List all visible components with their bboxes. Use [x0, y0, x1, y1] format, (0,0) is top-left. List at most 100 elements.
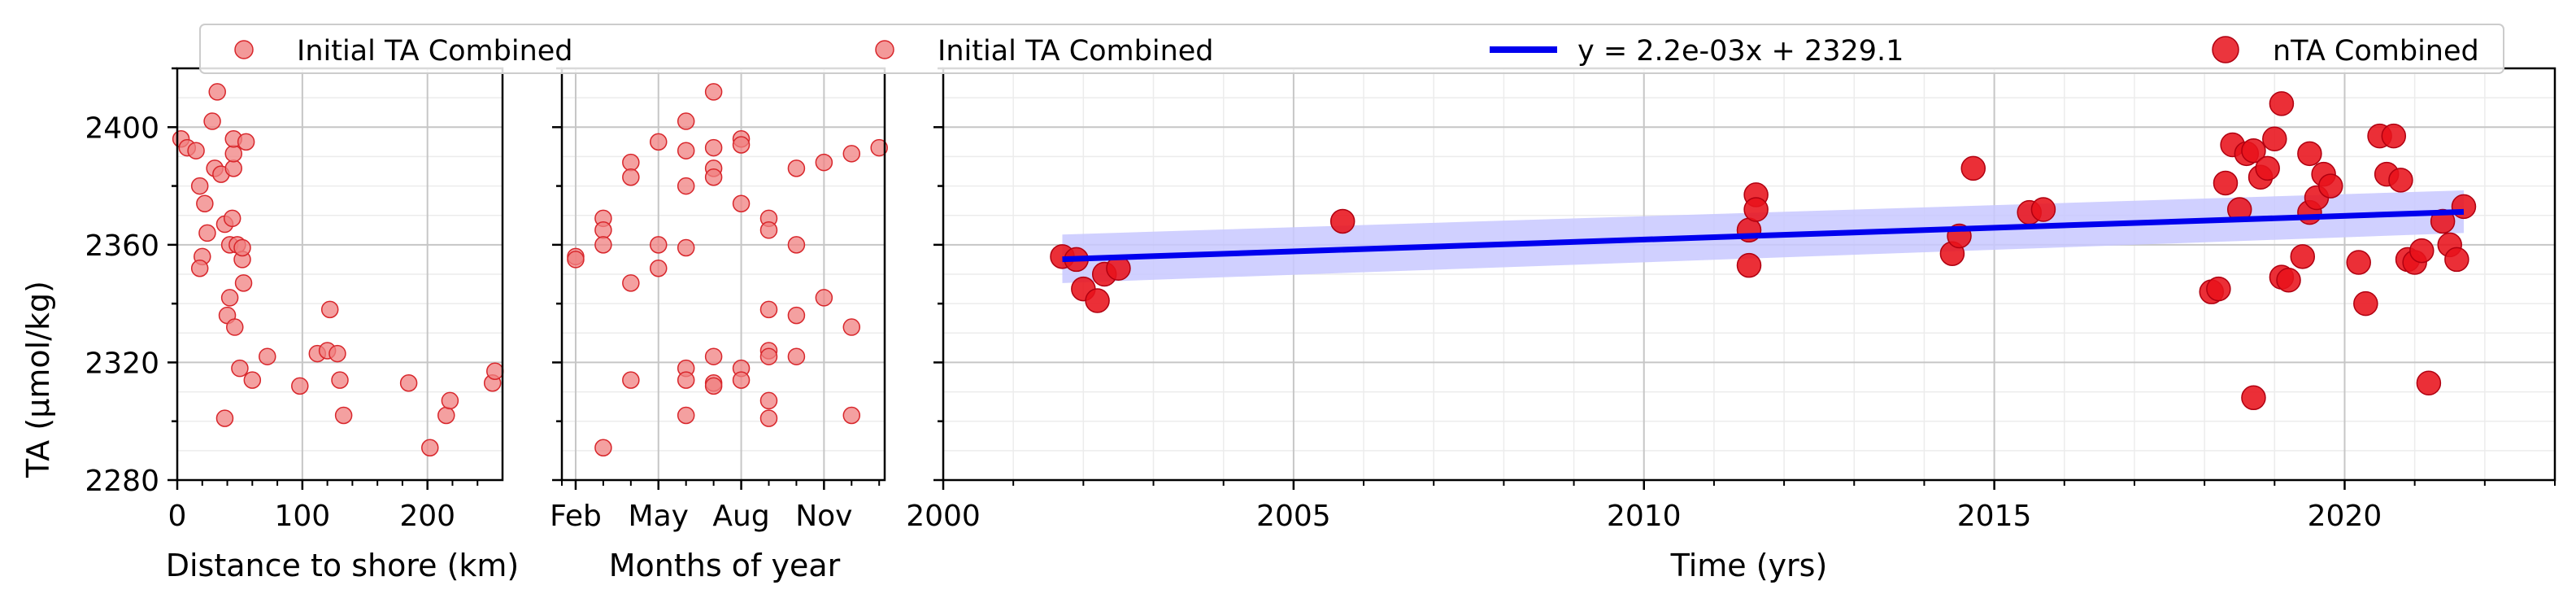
- initial-ta-point: [224, 145, 242, 163]
- initial-ta-point: [870, 138, 888, 157]
- initial-ta-point: [704, 83, 723, 101]
- x-tick-label: Aug: [712, 500, 769, 533]
- legend-label-initial-2: Initial TA Combined: [938, 35, 1214, 68]
- nta-point: [2297, 141, 2322, 167]
- initial-ta-point: [759, 221, 778, 239]
- x-tick-label: 2015: [1957, 500, 2032, 533]
- initial-ta-point: [237, 133, 255, 151]
- x-tick-label: 200: [399, 500, 455, 533]
- panel-distance: 2280 2320 2360 2400 0 100 200: [85, 67, 504, 533]
- nta-point: [2409, 238, 2435, 264]
- initial-ta-point: [486, 362, 504, 381]
- initial-ta-point: [842, 318, 861, 336]
- legend-marker-nta: [2212, 36, 2239, 63]
- initial-ta-point: [208, 83, 226, 101]
- initial-ta-point: [677, 406, 695, 425]
- initial-ta-point: [815, 153, 833, 172]
- nta-point: [2388, 168, 2413, 193]
- x-tick-label: 2010: [1607, 500, 1682, 533]
- x-tick-label: 100: [274, 500, 330, 533]
- nta-point: [1743, 197, 1769, 222]
- initial-ta-point: [704, 347, 723, 365]
- x-tick-label: 2020: [2308, 500, 2382, 533]
- x-axis-label-time: Time (yrs): [1670, 548, 1828, 583]
- x-tick-label: 2005: [1256, 500, 1331, 533]
- nta-point: [2276, 267, 2301, 293]
- initial-ta-point: [243, 371, 262, 389]
- initial-ta-point: [421, 439, 439, 456]
- nta-point: [1736, 252, 1762, 278]
- initial-ta-point: [622, 168, 640, 186]
- initial-ta-point: [759, 347, 778, 365]
- nta-point: [1960, 155, 1986, 181]
- initial-ta-point: [259, 347, 276, 365]
- initial-ta-point: [704, 377, 723, 395]
- initial-ta-point: [704, 138, 723, 157]
- legend: Initial TA Combined Initial TA Combined …: [199, 24, 2504, 74]
- initial-ta-point: [622, 153, 640, 172]
- y-axis-label: TA (µmol/kg): [20, 281, 56, 478]
- initial-ta-point: [190, 260, 209, 277]
- legend-label-nta: nTA Combined: [2273, 35, 2479, 68]
- nta-point: [2262, 126, 2287, 151]
- initial-ta-point: [677, 238, 695, 257]
- initial-ta-point: [677, 142, 695, 159]
- nta-point: [2269, 91, 2295, 116]
- initial-ta-point: [234, 274, 253, 292]
- initial-ta-point: [732, 371, 751, 389]
- initial-ta-point: [842, 406, 861, 425]
- initial-ta-point: [787, 236, 806, 254]
- legend-box: [199, 24, 2504, 74]
- initial-ta-point: [594, 236, 612, 254]
- y-tick-label: 2400: [85, 111, 159, 145]
- initial-ta-point: [677, 371, 695, 389]
- legend-marker-initial-2: [875, 40, 894, 59]
- x-tick-label: Nov: [795, 500, 852, 533]
- initial-ta-point: [567, 251, 585, 269]
- fit-line: [1062, 208, 2465, 263]
- initial-ta-point: [787, 159, 806, 177]
- initial-ta-point: [223, 209, 242, 228]
- initial-ta-point: [231, 359, 249, 378]
- legend-marker-initial-1: [234, 40, 254, 59]
- initial-ta-point: [331, 371, 349, 389]
- initial-ta-point: [187, 142, 205, 159]
- x-axis-label-months: Months of year: [609, 548, 841, 583]
- panel-time: 2000 2005 2010 2015 2020: [906, 67, 2556, 533]
- initial-ta-point: [594, 439, 612, 456]
- initial-ta-point: [815, 289, 833, 307]
- initial-ta-point: [622, 371, 640, 389]
- initial-ta-point: [759, 409, 778, 427]
- x-tick-label: May: [629, 500, 689, 533]
- nta-point: [2030, 197, 2056, 222]
- initial-ta-point: [622, 274, 640, 292]
- initial-ta-point: [787, 306, 806, 325]
- initial-ta-point: [441, 391, 459, 410]
- initial-ta-point: [196, 194, 214, 213]
- initial-ta-point: [594, 221, 612, 239]
- y-tick-label: 2360: [85, 229, 159, 263]
- initial-ta-point: [215, 409, 234, 427]
- nta-point: [1329, 208, 1355, 234]
- nta-point: [2241, 385, 2266, 411]
- initial-ta-point: [787, 347, 806, 365]
- initial-ta-point: [334, 406, 353, 425]
- nta-point: [2213, 170, 2239, 196]
- x-tick-label: 0: [168, 500, 187, 533]
- initial-ta-point: [759, 391, 778, 410]
- initial-ta-point: [842, 145, 861, 163]
- nta-point: [2241, 138, 2266, 164]
- initial-ta-point: [233, 238, 251, 257]
- initial-ta-point: [203, 112, 221, 130]
- nta-point: [2444, 247, 2469, 273]
- y-tick-label: 2320: [85, 347, 159, 380]
- initial-ta-point: [650, 260, 668, 277]
- nta-point: [1085, 288, 1110, 313]
- nta-point: [2346, 250, 2371, 275]
- initial-ta-point: [224, 159, 242, 177]
- initial-ta-point: [320, 300, 339, 319]
- initial-ta-point: [399, 373, 418, 392]
- initial-ta-point: [226, 318, 244, 336]
- legend-label-fit: y = 2.2e-03x + 2329.1: [1577, 35, 1904, 68]
